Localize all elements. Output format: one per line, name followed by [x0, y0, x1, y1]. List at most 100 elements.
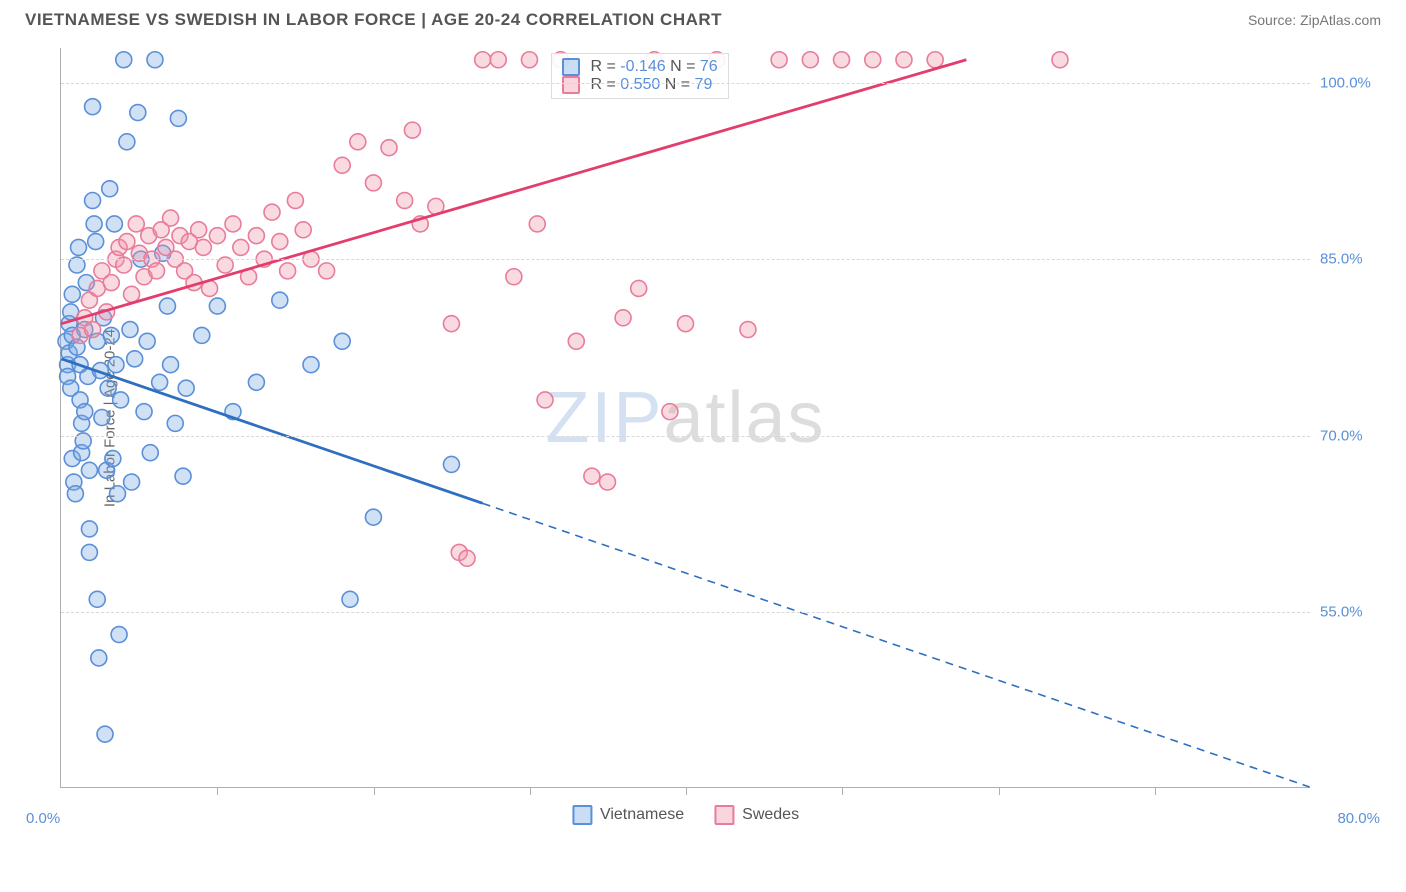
data-point [475, 52, 491, 68]
gridline [61, 83, 1310, 84]
gridline [61, 612, 1310, 613]
chart-plot-area: In Labor Force | Age 20-24 ZIPatlas R = … [60, 48, 1310, 788]
data-point [1052, 52, 1068, 68]
data-point [81, 462, 97, 478]
data-point [89, 591, 105, 607]
x-axis-min-label: 0.0% [26, 810, 60, 827]
data-point [100, 380, 116, 396]
data-point [506, 269, 522, 285]
data-point [568, 333, 584, 349]
data-point [927, 52, 943, 68]
data-point [195, 239, 211, 255]
data-point [124, 474, 140, 490]
chart-header: VIETNAMESE VS SWEDISH IN LABOR FORCE | A… [0, 0, 1406, 38]
data-point [802, 52, 818, 68]
data-point [159, 298, 175, 314]
data-point [365, 175, 381, 191]
swedes-n-value: 79 [695, 76, 713, 93]
correlation-row-vietnamese: R = -0.146 N = 76 [562, 58, 718, 76]
data-point [397, 193, 413, 209]
data-point [106, 216, 122, 232]
data-point [67, 486, 83, 502]
x-axis-max-label: 80.0% [1337, 810, 1380, 827]
data-point [615, 310, 631, 326]
data-point [71, 239, 87, 255]
data-point [147, 52, 163, 68]
data-point [85, 99, 101, 115]
data-point [108, 357, 124, 373]
data-point [119, 234, 135, 250]
data-point [163, 210, 179, 226]
data-point [139, 333, 155, 349]
data-point [119, 134, 135, 150]
data-point [170, 110, 186, 126]
data-point [149, 263, 165, 279]
data-point [102, 181, 118, 197]
data-point [896, 52, 912, 68]
data-point [303, 357, 319, 373]
data-point [110, 486, 126, 502]
data-point [225, 216, 241, 232]
legend-item-swedes: Swedes [714, 805, 799, 825]
data-point [443, 456, 459, 472]
data-point [381, 140, 397, 156]
y-tick-label: 100.0% [1320, 75, 1395, 92]
data-point [740, 322, 756, 338]
data-point [105, 451, 121, 467]
x-tick [374, 787, 375, 795]
data-point [272, 234, 288, 250]
gridline [61, 259, 1310, 260]
data-point [490, 52, 506, 68]
data-point [459, 550, 475, 566]
swedes-r-value: 0.550 [620, 76, 660, 93]
data-point [88, 234, 104, 250]
data-point [233, 239, 249, 255]
data-point [175, 468, 191, 484]
data-point [319, 263, 335, 279]
swedes-legend-swatch-icon [714, 805, 734, 825]
data-point [334, 157, 350, 173]
data-point [136, 404, 152, 420]
chart-svg [61, 48, 1310, 787]
data-point [350, 134, 366, 150]
x-tick [217, 787, 218, 795]
data-point [163, 357, 179, 373]
data-point [85, 322, 101, 338]
data-point [127, 351, 143, 367]
data-point [81, 521, 97, 537]
data-point [631, 280, 647, 296]
data-point [365, 509, 381, 525]
vietnamese-n-value: 76 [700, 58, 718, 75]
x-tick [842, 787, 843, 795]
data-point [404, 122, 420, 138]
gridline [61, 436, 1310, 437]
swedes-swatch-icon [562, 76, 580, 94]
data-point [85, 193, 101, 209]
data-point [264, 204, 280, 220]
trend-line-dashed [483, 503, 1310, 787]
data-point [122, 322, 138, 338]
data-point [248, 374, 264, 390]
x-tick [530, 787, 531, 795]
legend-item-vietnamese: Vietnamese [572, 805, 684, 825]
data-point [167, 415, 183, 431]
source-link[interactable]: ZipAtlas.com [1300, 12, 1381, 28]
data-point [209, 228, 225, 244]
chart-title: VIETNAMESE VS SWEDISH IN LABOR FORCE | A… [25, 10, 722, 30]
data-point [834, 52, 850, 68]
data-point [272, 292, 288, 308]
data-point [662, 404, 678, 420]
source-label: Source: ZipAtlas.com [1248, 12, 1381, 28]
data-point [124, 286, 140, 302]
data-point [209, 298, 225, 314]
data-point [248, 228, 264, 244]
data-point [334, 333, 350, 349]
data-point [537, 392, 553, 408]
data-point [865, 52, 881, 68]
correlation-row-swedes: R = 0.550 N = 79 [562, 76, 718, 94]
data-point [103, 275, 119, 291]
data-point [113, 392, 129, 408]
data-point [91, 650, 107, 666]
data-point [295, 222, 311, 238]
data-point [178, 380, 194, 396]
